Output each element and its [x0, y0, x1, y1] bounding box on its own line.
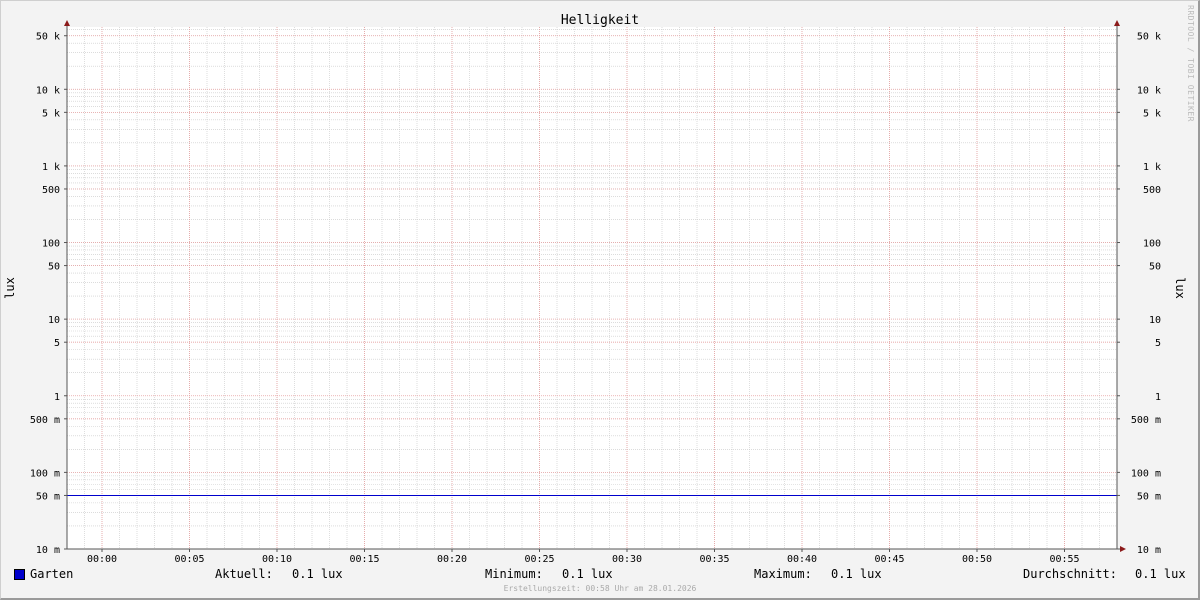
y-axis-arrow-left-icon — [64, 20, 70, 26]
y-tick-label-right: 1 — [1155, 392, 1161, 403]
x-tick-label: 00:00 — [87, 554, 117, 565]
legend-maximum-label: Maximum: — [754, 567, 812, 581]
y-tick-label-left: 5 — [54, 338, 60, 349]
chart-title: Helligkeit — [561, 13, 639, 28]
y-tick-label-right: 500 — [1143, 185, 1161, 196]
x-tick-label: 00:55 — [1049, 554, 1079, 565]
y-tick-label-right: 5 — [1155, 338, 1161, 349]
y-tick-label-left: 10 k — [36, 85, 60, 96]
y-axis-arrow-right-icon — [1114, 20, 1120, 26]
legend-durchschnitt-value: 0.1 lux — [1135, 567, 1186, 581]
y-tick-label-left: 1 k — [42, 162, 60, 173]
y-tick-label-right: 10 — [1149, 315, 1161, 326]
y-tick-label-right: 100 m — [1131, 468, 1161, 479]
y-tick-label-left: 50 — [48, 262, 60, 273]
y-tick-label-right: 5 k — [1143, 108, 1161, 119]
x-tick-label: 00:25 — [524, 554, 554, 565]
x-tick-label: 00:45 — [874, 554, 904, 565]
legend-aktuell-value: 0.1 lux — [292, 567, 343, 581]
creation-time-footer: Erstellungszeit: 00:58 Uhr am 28.01.2026 — [503, 584, 697, 593]
y-tick-label-right: 500 m — [1131, 415, 1161, 426]
x-axis-arrow-icon — [1120, 546, 1126, 552]
y-tick-label-left: 10 — [48, 315, 60, 326]
y-tick-label-right: 10 m — [1137, 545, 1161, 556]
legend-minimum-value: 0.1 lux — [562, 567, 613, 581]
legend-minimum-label: Minimum: — [485, 567, 543, 581]
x-tick-label: 00:30 — [612, 554, 642, 565]
y-tick-label-right: 1 k — [1143, 162, 1161, 173]
y-tick-label-left: 100 m — [30, 468, 60, 479]
y-tick-label-left: 500 — [42, 185, 60, 196]
x-tick-label: 00:40 — [787, 554, 817, 565]
y-tick-label-left: 100 — [42, 239, 60, 250]
y-tick-label-left: 50 k — [36, 32, 60, 43]
rrdtool-watermark: RRDTOOL / TOBI OETIKER — [1186, 5, 1195, 122]
legend-aktuell-label: Aktuell: — [215, 567, 273, 581]
x-tick-label: 00:15 — [349, 554, 379, 565]
x-tick-label: 00:05 — [174, 554, 204, 565]
y-tick-label-left: 50 m — [36, 491, 60, 502]
y-tick-label-right: 100 — [1143, 239, 1161, 250]
y-tick-label-left: 1 — [54, 392, 60, 403]
legend-swatch-garten — [14, 569, 25, 580]
legend-maximum-value: 0.1 lux — [831, 567, 882, 581]
x-tick-label: 00:50 — [962, 554, 992, 565]
legend-durchschnitt-label: Durchschnitt: — [1023, 567, 1117, 581]
x-tick-label: 00:20 — [437, 554, 467, 565]
y-tick-label-right: 50 m — [1137, 491, 1161, 502]
y-axis-label-left: lux — [3, 277, 17, 299]
x-tick-label: 00:35 — [699, 554, 729, 565]
y-tick-label-right: 50 k — [1137, 32, 1161, 43]
y-tick-label-left: 10 m — [36, 545, 60, 556]
y-tick-label-right: 10 k — [1137, 85, 1161, 96]
y-tick-label-left: 500 m — [30, 415, 60, 426]
legend-series-name: Garten — [30, 567, 74, 581]
y-tick-label-left: 5 k — [42, 108, 60, 119]
y-axis-label-right: lux — [1173, 277, 1187, 299]
x-tick-label: 00:10 — [262, 554, 292, 565]
y-tick-label-right: 50 — [1149, 262, 1161, 273]
